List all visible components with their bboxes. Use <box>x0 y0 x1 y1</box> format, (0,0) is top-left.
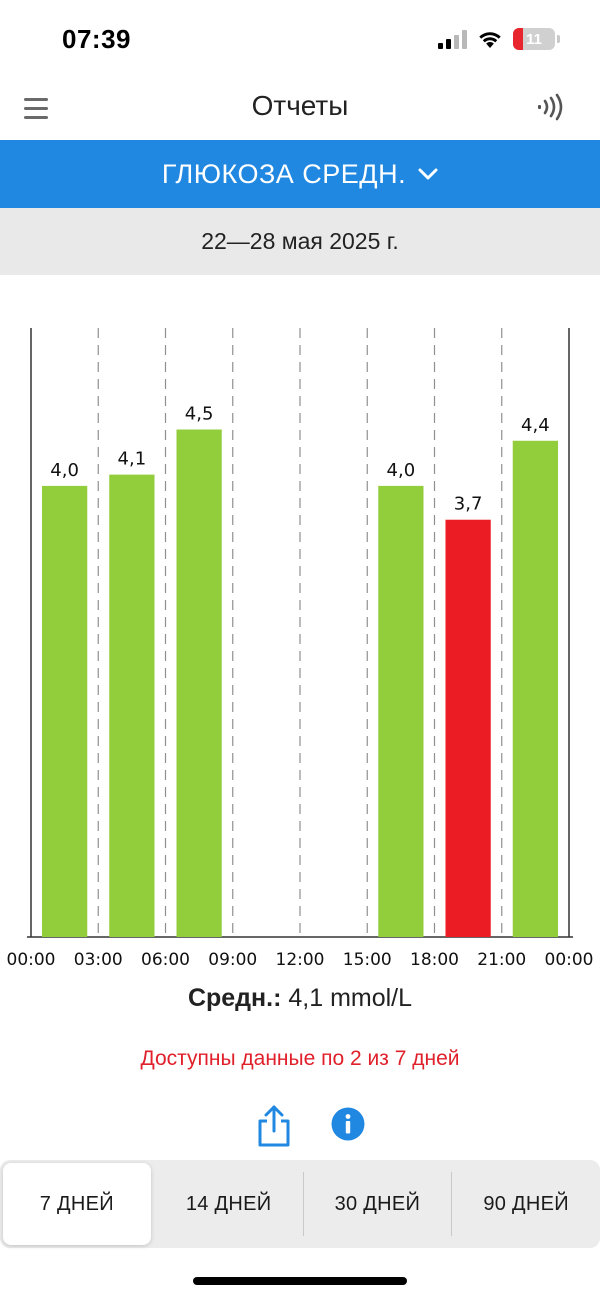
x-tick-label: 15:00 <box>343 950 392 970</box>
bar-03:00 <box>109 474 155 937</box>
bar-value-label: 4,5 <box>185 404 214 425</box>
bar-value-label: 4,4 <box>521 415 550 436</box>
home-indicator <box>193 1277 407 1285</box>
page-title: Отчеты <box>251 90 349 121</box>
data-availability-note: Доступны данные по 2 из 7 дней <box>140 1047 460 1070</box>
x-tick-label: 18:00 <box>410 950 459 970</box>
bar-value-label: 4,1 <box>118 449 147 470</box>
average-value: 4,1 mmol/L <box>288 984 413 1012</box>
chevron-down-icon <box>418 168 438 180</box>
status-time: 07:39 <box>62 24 131 54</box>
date-range: 22—28 мая 2025 г. <box>0 208 600 275</box>
battery-level: 11 <box>526 30 542 48</box>
x-tick-label: 12:00 <box>276 950 325 970</box>
bar-value-label: 4,0 <box>50 460 79 481</box>
cellular-signal-icon <box>438 29 467 49</box>
glucose-average-chart: 4,0 4,1 4,5 4,0 3,7 4,4 00:00 03:00 06:00 09:00 12… <box>7 328 594 970</box>
share-icon[interactable] <box>254 1104 294 1148</box>
battery-icon: 11 <box>513 28 555 50</box>
average-readout: Средн.: 4,1 mmol/L <box>0 984 600 1013</box>
x-tick-label: 09:00 <box>208 950 257 970</box>
period-option-30-days[interactable]: 30 ДНЕЙ <box>334 1192 421 1215</box>
x-tick-label: 00:00 <box>7 950 56 970</box>
info-icon[interactable] <box>331 1107 365 1141</box>
divider <box>302 1172 304 1236</box>
bar-15:00 <box>378 485 424 937</box>
period-option-90-days[interactable]: 90 ДНЕЙ <box>483 1192 569 1215</box>
bar-value-label: 4,0 <box>387 460 416 481</box>
average-label: Средн.: <box>187 984 282 1012</box>
bar-18:00 <box>445 519 491 937</box>
hamburger-menu-icon[interactable] <box>24 98 50 120</box>
wifi-icon <box>479 32 501 48</box>
metric-dropdown[interactable]: ГЛЮКОЗА СРЕДН. <box>0 140 600 208</box>
x-tick-label: 00:00 <box>545 950 594 970</box>
status-icons: 11 <box>438 28 560 50</box>
x-tick-label: 21:00 <box>477 950 526 970</box>
x-tick-label: 06:00 <box>141 950 190 970</box>
x-tick-label: 03:00 <box>74 950 123 970</box>
nfc-scan-icon[interactable] <box>538 92 570 122</box>
action-row <box>0 1100 600 1150</box>
period-option-14-days[interactable]: 14 ДНЕЙ <box>185 1192 272 1215</box>
period-option-7-days[interactable]: 7 ДНЕЙ <box>3 1163 151 1245</box>
bar-21:00 <box>512 440 558 937</box>
metric-dropdown-label: ГЛЮКОЗА СРЕДН. <box>161 158 407 189</box>
bar-06:00 <box>176 429 222 937</box>
divider <box>451 1172 453 1236</box>
period-selector: 7 ДНЕЙ 14 ДНЕЙ 30 ДНЕЙ 90 ДНЕЙ <box>0 1160 600 1248</box>
bar-00:00 <box>42 485 88 937</box>
nav-bar: Отчеты <box>0 80 600 140</box>
bar-value-label: 3,7 <box>454 494 483 515</box>
status-bar: 07:39 11 <box>0 0 600 80</box>
